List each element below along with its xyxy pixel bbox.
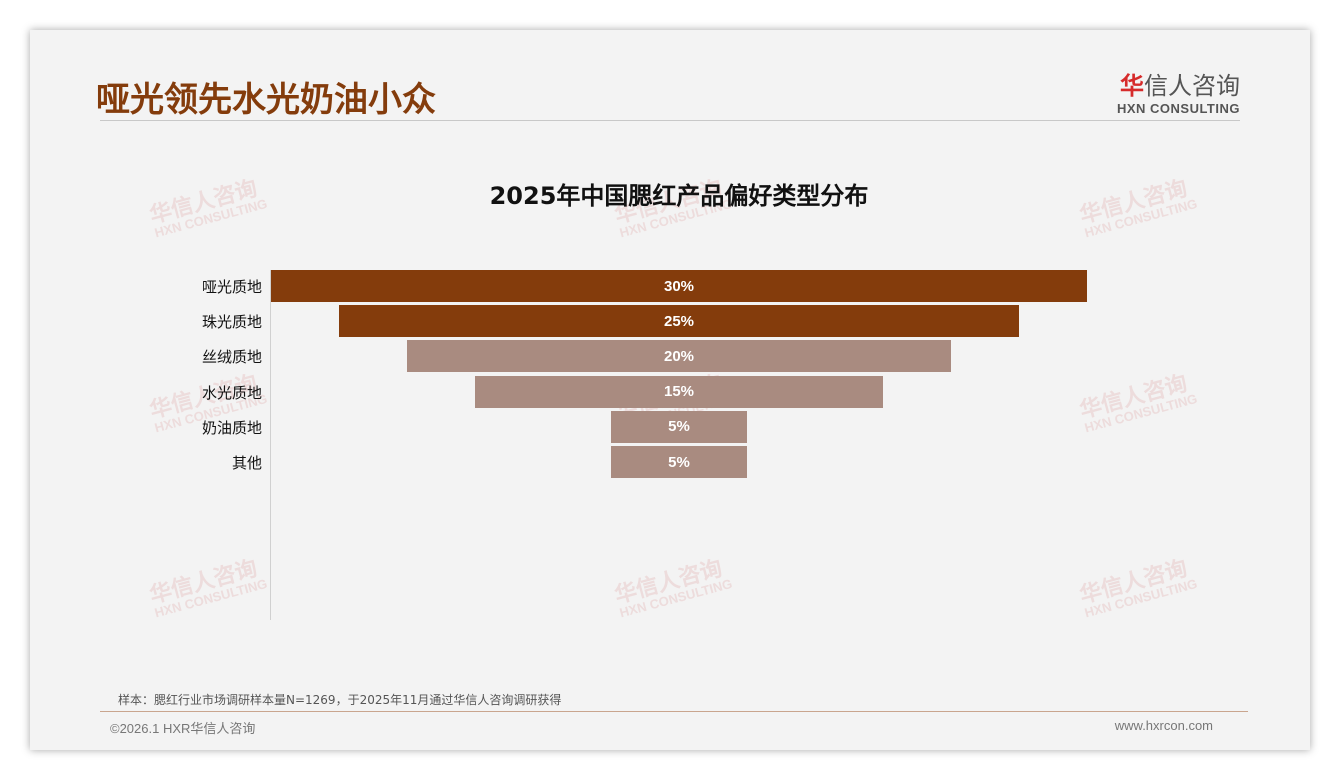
data-label: 5%: [668, 418, 690, 436]
category-label: 丝绒质地: [201, 348, 262, 367]
logo-en: HXN CONSULTING: [1116, 101, 1240, 116]
data-label: 20%: [663, 347, 695, 365]
website-link[interactable]: www.hxrcon.com: [1114, 718, 1213, 733]
bar: 5%: [611, 410, 747, 443]
bar: 25%: [339, 305, 1019, 338]
bar: 5%: [611, 446, 747, 478]
page-title: 哑光领先水光奶油小众: [96, 80, 436, 120]
data-label: 25%: [663, 312, 695, 330]
data-label: 15%: [663, 383, 695, 401]
data-label: 5%: [668, 453, 690, 471]
footer-divider: [100, 711, 1248, 712]
category-label: 珠光质地: [201, 313, 262, 332]
chart-title: 2025年中国腮红产品偏好类型分布: [489, 182, 869, 210]
category-label: 其他: [231, 454, 262, 472]
bar: 20%: [407, 340, 951, 373]
category-label: 水光质地: [201, 383, 262, 402]
logo: 华信人咨询 HXN CONSULTING: [1117, 66, 1240, 116]
category-label: 哑光质地: [201, 278, 262, 296]
category-label: 奶油质地: [201, 418, 262, 437]
sample-note: 样本：腮红行业市场调研样本量N=1269，于2025年11月通过华信人咨询调研获…: [118, 693, 562, 707]
header-divider: [100, 120, 1240, 121]
logo-cn: 信人咨询: [1144, 72, 1240, 100]
bar: 30%: [271, 270, 1087, 302]
copyright: ©2026.1 HXR华信人咨询: [110, 721, 256, 736]
slide: 哑光领先水光奶油小众 华信人咨询 HXN CONSULTING 华信人咨询 HXN…: [30, 30, 1310, 750]
bar: 15%: [475, 375, 883, 408]
data-label: 30%: [663, 277, 695, 295]
y-axis-line: [270, 270, 271, 620]
logo-mark: 华: [1120, 72, 1144, 100]
